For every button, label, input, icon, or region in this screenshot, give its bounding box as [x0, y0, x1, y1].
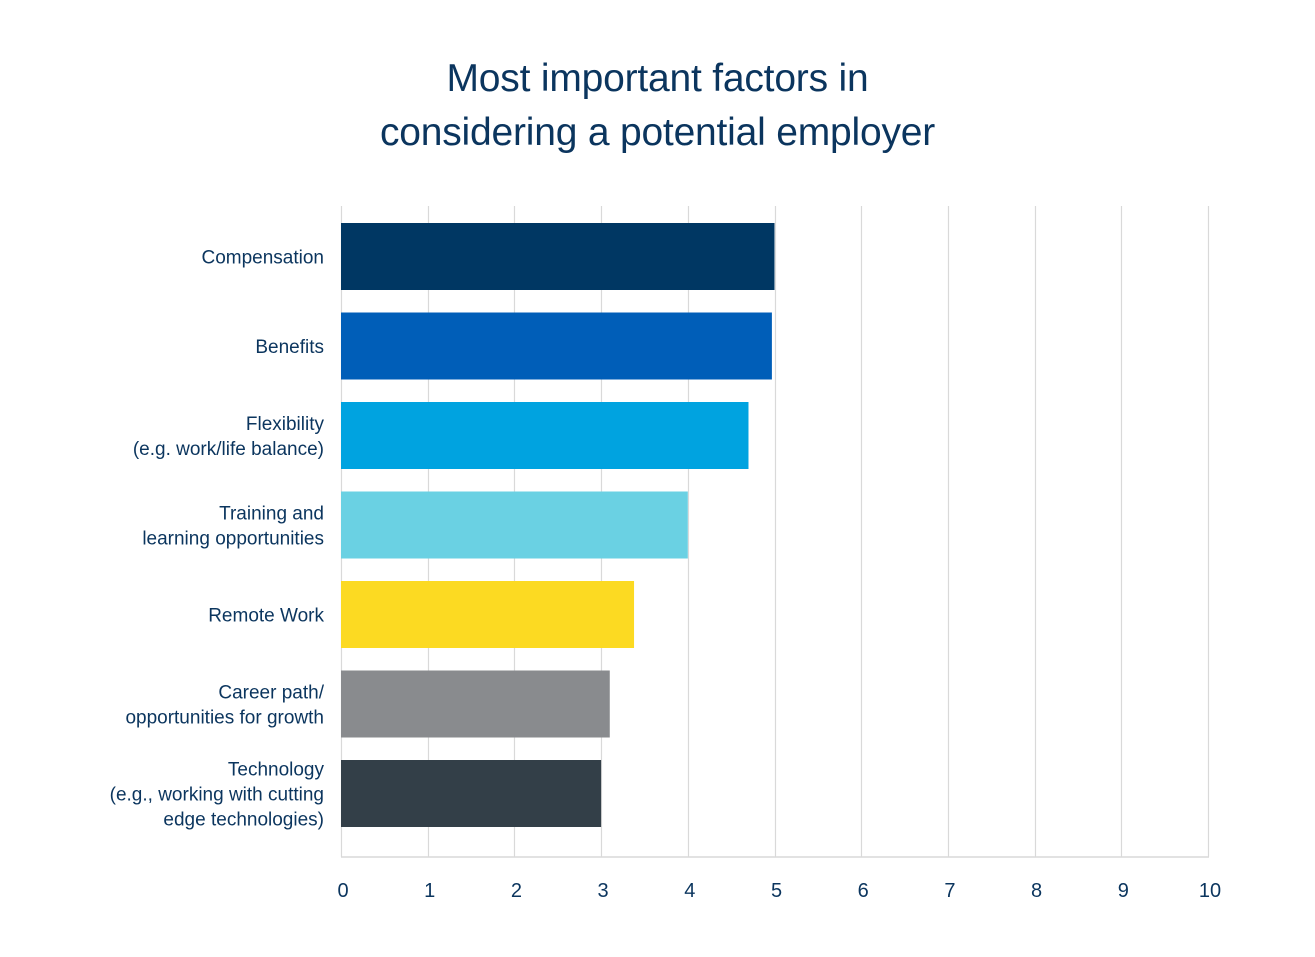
category-label: Career path/opportunities for growth — [125, 683, 324, 729]
chart-title-line-1: Most important factors in — [446, 57, 869, 100]
category-label: Compensation — [201, 248, 324, 269]
category-label: Remote Work — [208, 606, 324, 627]
category-label-line: learning opportunities — [142, 529, 324, 550]
x-tick-label: 7 — [944, 880, 955, 902]
chart-title-line-2: considering a potential employer — [379, 111, 936, 154]
x-tick-label: 10 — [1199, 880, 1221, 902]
bar — [341, 223, 775, 290]
category-label: Technology (e.g., working with cutting edg… — [110, 760, 325, 831]
bar — [341, 312, 772, 380]
category-label: Flexibility (e.g. work/life balance) — [133, 414, 325, 460]
x-tick-label: 0 — [337, 880, 348, 902]
x-tick-label: 5 — [771, 880, 782, 902]
bar — [341, 491, 688, 559]
x-tick-label: 9 — [1118, 880, 1129, 902]
category-label-line: Technology — [228, 760, 325, 781]
x-tick-label: 2 — [511, 880, 522, 902]
chart-title: Most important factors in considering a … — [0, 52, 1315, 160]
x-tick-label: 1 — [424, 880, 435, 902]
bar — [341, 760, 602, 827]
bar — [341, 670, 610, 738]
category-label-line: Compensation — [201, 248, 324, 269]
category-label: Benefits — [255, 337, 324, 358]
bar — [341, 402, 749, 469]
category-label-line: Flexibility — [246, 414, 325, 435]
category-label: Training and learning opportunities — [142, 504, 324, 550]
category-label-line: (e.g., working with cutting — [110, 785, 324, 806]
bar — [341, 581, 635, 648]
category-label-line: Remote Work — [208, 606, 324, 627]
category-label-line: Benefits — [255, 337, 324, 358]
x-tick-label: 6 — [858, 880, 869, 902]
category-label-line: Career path/ — [218, 683, 324, 704]
category-label-line: opportunities for growth — [125, 708, 324, 729]
x-tick-label: 3 — [598, 880, 609, 902]
category-label-line: Training and — [219, 504, 324, 525]
x-tick-label: 8 — [1031, 880, 1042, 902]
x-tick-label: 4 — [684, 880, 695, 902]
category-label-line: edge technologies) — [163, 810, 324, 831]
category-label-line: (e.g. work/life balance) — [133, 439, 324, 460]
